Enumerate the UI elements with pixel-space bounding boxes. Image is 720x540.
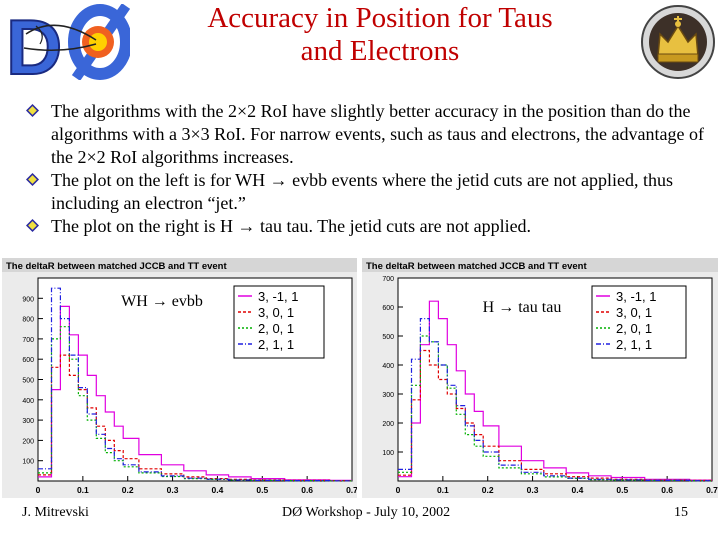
h-tautau-deltar-plot: The deltaR between matched JCCB and TT e… — [362, 258, 718, 498]
slide-title: Accuracy in Position for Taus and Electr… — [150, 2, 610, 68]
series-line — [38, 287, 352, 482]
legend-label: 3, -1, 1 — [616, 289, 656, 304]
x-tick-label: 0.3 — [527, 485, 539, 495]
y-tick-label: 100 — [382, 450, 394, 457]
y-tick-label: 300 — [22, 418, 34, 425]
bullet-text: The algorithms with the 2×2 RoI have sli… — [51, 101, 704, 167]
x-tick-label: 0.6 — [661, 485, 673, 495]
plot-title: The deltaR between matched JCCB and TT e… — [366, 261, 587, 272]
y-tick-label: 600 — [382, 305, 394, 312]
x-tick-label: 0.7 — [706, 485, 718, 495]
plot-annotation: H → tau tau — [483, 299, 562, 316]
series-line — [398, 300, 712, 481]
slide-title-line-1: Accuracy in Position for Taus — [207, 2, 553, 34]
annotation-box — [466, 298, 578, 320]
x-tick-label: 0.5 — [256, 485, 268, 495]
bullet-item: The plot on the right is H → tau tau. Th… — [26, 215, 706, 238]
diamond-bullet-icon — [26, 104, 39, 117]
slide-title-line-2: and Electrons — [300, 35, 460, 67]
footer-author: J. Mitrevski — [22, 505, 89, 520]
y-tick-label: 200 — [382, 421, 394, 428]
diamond-bullet-icon — [26, 219, 39, 232]
legend-box — [591, 285, 687, 359]
bullet-text: The plot on the left is for WH → evbb ev… — [51, 170, 674, 213]
series-line — [398, 349, 712, 481]
y-tick-label: 700 — [22, 337, 34, 344]
y-tick-label: 400 — [382, 363, 394, 370]
x-tick-label: 0 — [396, 485, 401, 495]
x-tick-label: 0.2 — [482, 485, 494, 495]
legend-label: 3, 0, 1 — [258, 305, 294, 320]
bullet-text: The plot on the right is H → tau tau. Th… — [51, 216, 532, 236]
y-tick-label: 100 — [22, 459, 34, 466]
footer-event: DØ Workshop - July 10, 2002 — [282, 505, 451, 520]
bullet-item: The plot on the left is for WH → evbb ev… — [26, 169, 706, 215]
y-tick-label: 900 — [22, 296, 34, 303]
legend-label: 2, 0, 1 — [616, 321, 652, 336]
plot-title-band — [362, 258, 718, 272]
y-tick-label: 700 — [382, 276, 394, 283]
y-tick-label: 500 — [22, 378, 34, 385]
y-tick-label: 300 — [382, 392, 394, 399]
footer-page-number: 15 — [674, 505, 688, 520]
x-tick-label: 0.1 — [77, 485, 89, 495]
legend-label: 2, 1, 1 — [258, 337, 294, 352]
annotation-box — [106, 292, 220, 314]
y-tick-label: 600 — [22, 357, 34, 364]
x-tick-label: 0.5 — [616, 485, 628, 495]
y-tick-label: 400 — [22, 398, 34, 405]
d0-logo: D — [5, 2, 132, 92]
x-tick-label: 0.6 — [301, 485, 313, 495]
x-tick-label: 0.3 — [167, 485, 179, 495]
wh-evbb-deltar-plot: The deltaR between matched JCCB and TT e… — [2, 258, 357, 498]
legend-label: 3, 0, 1 — [616, 305, 652, 320]
y-tick-label: 800 — [22, 317, 34, 324]
bullet-list: The algorithms with the 2×2 RoI have sli… — [26, 100, 706, 238]
crown-crest-logo — [640, 4, 716, 80]
legend-label: 2, 1, 1 — [616, 337, 652, 352]
svg-text:D: D — [6, 4, 62, 80]
bullet-item: The algorithms with the 2×2 RoI have sli… — [26, 100, 706, 169]
x-tick-label: 0.7 — [346, 485, 357, 495]
plot-annotation: WH → evbb — [121, 293, 203, 310]
x-tick-label: 0.4 — [212, 485, 224, 495]
series-line — [398, 318, 712, 482]
legend-box — [233, 285, 325, 359]
y-tick-label: 500 — [382, 334, 394, 341]
x-tick-label: 0.4 — [572, 485, 584, 495]
x-tick-label: 0 — [36, 485, 41, 495]
plot-title: The deltaR between matched JCCB and TT e… — [6, 261, 227, 272]
diamond-bullet-icon — [26, 173, 39, 186]
plot-title-band — [2, 258, 357, 272]
y-tick-label: 200 — [22, 438, 34, 445]
x-tick-label: 0.2 — [122, 485, 134, 495]
legend-label: 3, -1, 1 — [258, 289, 298, 304]
legend-label: 2, 0, 1 — [258, 321, 294, 336]
x-tick-label: 0.1 — [437, 485, 449, 495]
